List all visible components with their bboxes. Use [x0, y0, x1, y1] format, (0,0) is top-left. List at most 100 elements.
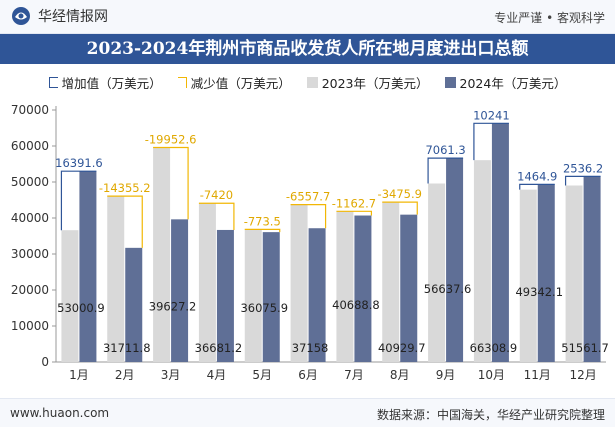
increase-bracket: [427, 157, 464, 184]
increase-bracket: [564, 175, 601, 186]
y-tick-label: 10000: [11, 319, 49, 333]
bar-2023: [336, 211, 354, 362]
x-tick-label: 7月: [344, 368, 364, 382]
change-label: -773.5: [244, 214, 281, 228]
x-tick-label: 5月: [252, 368, 272, 382]
decrease-bracket: [336, 210, 373, 216]
bar-2024: [79, 171, 97, 362]
x-tick-label: 10月: [478, 368, 505, 382]
legend-swatch-decrease: [177, 76, 187, 88]
y-tick-label: 40000: [11, 211, 49, 225]
change-label: 7061.3: [425, 143, 465, 157]
bar-2023: [565, 185, 583, 362]
value-label-2024: 36681.2: [195, 341, 243, 355]
change-label: -19952.6: [145, 133, 197, 147]
footer-bar: www.huaon.com 数据来源：中国海关，华经产业研究院整理: [0, 398, 615, 427]
legend-swatch-increase: [48, 76, 58, 88]
bar-2023: [519, 189, 537, 362]
bar-2024: [308, 228, 326, 362]
y-tick-label: 60000: [11, 139, 49, 153]
bar-2023: [153, 147, 171, 362]
brand: 华经情报网: [10, 6, 108, 26]
change-label: 10241: [473, 108, 510, 122]
footer-source: 数据来源：中国海关，华经产业研究院整理: [376, 408, 605, 422]
bar-2024: [400, 214, 418, 362]
decrease-bracket: [107, 195, 143, 248]
brand-name: 华经情报网: [38, 9, 108, 25]
bar-2024: [171, 219, 189, 362]
change-label: -3475.9: [378, 187, 422, 201]
bar-2024: [354, 215, 372, 362]
change-label: -6557.7: [286, 190, 330, 204]
x-tick-label: 1月: [69, 368, 89, 382]
decrease-bracket: [290, 204, 327, 229]
value-label-2024: 53000.9: [57, 301, 105, 315]
y-tick-label: 50000: [11, 175, 49, 189]
legend-item-increase: 增加值（万美元）: [48, 70, 162, 94]
increase-bracket: [473, 122, 509, 161]
bar-2023: [244, 229, 262, 362]
value-label-2024: 66308.9: [470, 341, 518, 355]
legend-item-2023: 2023年（万美元）: [306, 70, 429, 94]
legend-swatch-2023: [306, 76, 318, 88]
tagline: 专业严谨 • 客观科学: [494, 11, 605, 25]
bar-2023: [61, 230, 79, 362]
x-tick-label: 8月: [390, 368, 410, 382]
x-tick-label: 11月: [524, 368, 551, 382]
y-tick-label: 70000: [11, 103, 49, 117]
legend-label-2023: 2023年（万美元）: [321, 75, 429, 91]
bar-chart: 0 10000 20000 30000 40000 50000 60000 70000 1639…: [11, 103, 609, 382]
increase-bracket: [519, 183, 555, 190]
decrease-bracket: [198, 202, 235, 230]
legend-label-decrease: 减少值（万美元）: [190, 75, 291, 91]
legend-swatch-2024: [444, 76, 456, 88]
legend-item-2024: 2024年（万美元）: [444, 70, 567, 94]
decrease-bracket: [153, 146, 189, 220]
value-label-2024: 40929.7: [378, 341, 426, 355]
bar-2024: [491, 123, 509, 362]
x-tick-label: 3月: [161, 368, 181, 382]
value-label-2024: 56637.6: [424, 282, 472, 296]
bar-2024: [583, 176, 601, 362]
bar-2023: [107, 196, 125, 362]
x-tick-label: 4月: [207, 368, 227, 382]
chart-legend: 增加值（万美元） 减少值（万美元） 2023年（万美元） 2024年（万美元）: [0, 70, 615, 94]
change-label: 1464.9: [517, 169, 557, 183]
value-label-2024: 31711.8: [103, 341, 151, 355]
chart-title: 2023-2024年荆州市商品收发货人所在地月度进出口总额: [0, 34, 615, 64]
value-label-2024: 39627.2: [149, 300, 197, 314]
x-tick-label: 12月: [569, 368, 596, 382]
bar-2023: [382, 202, 400, 362]
bar-2023: [473, 160, 491, 362]
change-label: -14355.2: [99, 181, 151, 195]
legend-label-increase: 增加值（万美元）: [61, 75, 162, 91]
decrease-bracket: [382, 201, 418, 215]
legend-item-decrease: 减少值（万美元）: [177, 70, 291, 94]
value-label-2024: 49342.1: [515, 285, 563, 299]
value-label-2024: 40688.8: [332, 298, 380, 312]
value-label-2024: 37158: [292, 341, 329, 355]
header-bar: 华经情报网 专业严谨 • 客观科学: [0, 0, 615, 34]
bar-2024: [446, 158, 464, 362]
value-label-2024: 36075.9: [240, 301, 288, 315]
bar-2024: [262, 232, 280, 362]
bar-2024: [125, 247, 143, 362]
change-label: 16391.6: [55, 156, 103, 170]
bar-2024: [216, 229, 234, 362]
change-label: -7420: [200, 188, 233, 202]
y-tick-label: 20000: [11, 283, 49, 297]
legend-label-2024: 2024年（万美元）: [459, 75, 567, 91]
decrease-bracket: [244, 228, 281, 233]
bar-2023: [198, 203, 216, 362]
bar-2024: [537, 184, 555, 362]
change-label: 2536.2: [563, 161, 603, 175]
increase-bracket: [60, 170, 97, 231]
bar-2023: [428, 183, 446, 362]
footer-url[interactable]: www.huaon.com: [10, 406, 110, 420]
bar-2023: [290, 204, 308, 362]
brand-logo-icon: [12, 7, 30, 25]
x-tick-label: 2月: [115, 368, 135, 382]
y-tick-label: 0: [41, 355, 49, 369]
value-label-2024: 51561.7: [561, 341, 609, 355]
change-label: -1162.7: [332, 196, 376, 210]
